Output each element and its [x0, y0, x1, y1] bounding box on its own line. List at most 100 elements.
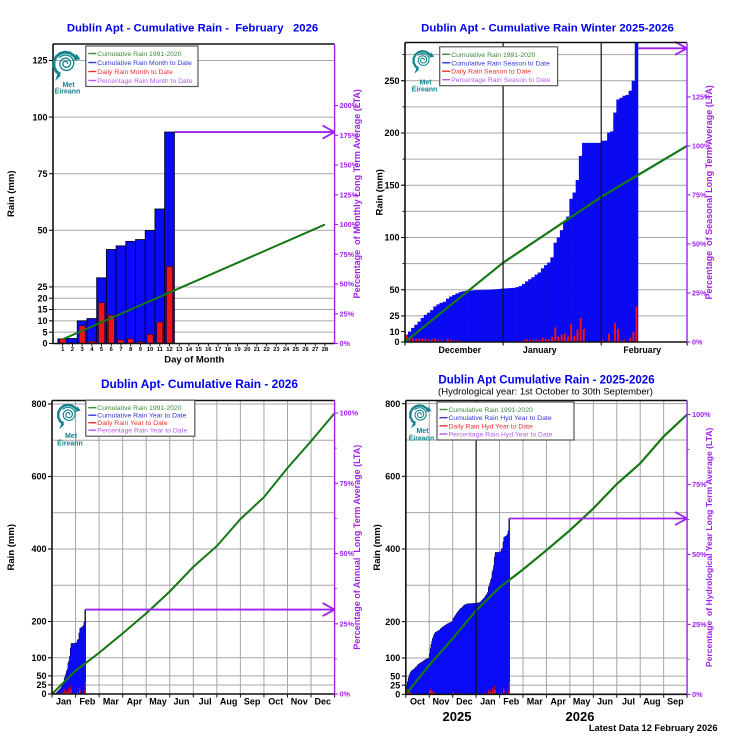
svg-text:Met: Met — [419, 80, 432, 87]
svg-text:125: 125 — [32, 56, 47, 66]
svg-text:Rain (mm): Rain (mm) — [6, 524, 17, 570]
svg-text:Oct: Oct — [410, 697, 425, 707]
svg-text:100: 100 — [31, 653, 46, 663]
svg-text:Dublin Apt Cumulative Rain - 2: Dublin Apt Cumulative Rain - 2025-2026 — [438, 375, 654, 387]
svg-text:25: 25 — [390, 680, 400, 690]
svg-text:125%: 125% — [340, 190, 359, 199]
svg-text:0%: 0% — [692, 690, 703, 699]
svg-text:4: 4 — [90, 347, 94, 353]
svg-text:50%: 50% — [692, 550, 707, 559]
svg-text:Percentage of Hydrological Ye: Percentage of Hydrological Year Long Ter… — [704, 428, 714, 668]
svg-text:100%: 100% — [692, 142, 711, 151]
svg-text:20: 20 — [244, 347, 250, 353]
svg-text:Sep: Sep — [667, 697, 684, 707]
svg-text:17: 17 — [215, 347, 221, 353]
svg-text:100: 100 — [385, 653, 400, 663]
svg-text:Met: Met — [65, 433, 78, 440]
svg-text:2025: 2025 — [443, 709, 472, 724]
svg-text:Latest Data 12 February 2026: Latest Data 12 February 2026 — [589, 723, 718, 733]
svg-text:0: 0 — [41, 689, 46, 699]
svg-text:Feb: Feb — [503, 697, 520, 707]
svg-text:200: 200 — [384, 128, 399, 138]
svg-text:Mar: Mar — [103, 697, 120, 707]
svg-text:Dec: Dec — [315, 697, 332, 707]
svg-text:100%: 100% — [340, 409, 359, 418]
svg-text:Dublin Apt- Cumulative Rain -: Dublin Apt- Cumulative Rain - 2026 — [101, 377, 298, 391]
svg-text:27: 27 — [312, 347, 318, 353]
svg-text:2: 2 — [71, 347, 74, 353]
svg-text:Jun: Jun — [597, 697, 613, 707]
svg-text:600: 600 — [31, 472, 46, 482]
svg-text:150%: 150% — [340, 161, 359, 170]
svg-text:75%: 75% — [340, 250, 355, 259]
svg-text:25: 25 — [293, 347, 300, 353]
svg-text:0: 0 — [395, 690, 400, 700]
svg-text:100%: 100% — [692, 410, 711, 419]
svg-text:50%: 50% — [340, 549, 355, 558]
svg-text:125%: 125% — [692, 93, 711, 102]
svg-text:150: 150 — [384, 180, 399, 190]
svg-text:25%: 25% — [340, 309, 355, 318]
svg-text:Sep: Sep — [244, 697, 261, 707]
svg-text:10: 10 — [37, 316, 47, 326]
svg-text:Dublin Apt - Cumulative Rain -: Dublin Apt - Cumulative Rain - February … — [67, 23, 318, 35]
svg-text:1: 1 — [61, 347, 65, 353]
svg-text:50: 50 — [390, 671, 400, 681]
svg-text:6: 6 — [110, 347, 114, 353]
svg-text:Dec: Dec — [456, 697, 473, 707]
svg-text:10: 10 — [389, 327, 399, 337]
svg-text:9: 9 — [139, 347, 143, 353]
svg-text:19: 19 — [234, 347, 241, 353]
svg-text:Percentage Rain Hyd Year to Da: Percentage Rain Hyd Year to Date — [449, 432, 553, 439]
svg-text:Mar: Mar — [527, 697, 544, 707]
svg-text:5: 5 — [100, 347, 104, 353]
svg-text:Apr: Apr — [550, 697, 566, 707]
svg-text:Percentage of Monthly Long Te: Percentage of Monthly Long Term Average … — [352, 89, 362, 298]
svg-text:25: 25 — [37, 282, 47, 292]
svg-text:75: 75 — [37, 169, 47, 179]
svg-text:Percentage of Annual Long Ter: Percentage of Annual Long Term Average (… — [352, 445, 362, 650]
svg-text:Percentage Rain Season to Date: Percentage Rain Season to Date — [451, 77, 551, 84]
svg-text:Cumulative Rain Month to Date: Cumulative Rain Month to Date — [97, 60, 192, 67]
svg-text:Jan: Jan — [56, 697, 72, 707]
svg-text:15: 15 — [195, 347, 202, 353]
svg-text:250: 250 — [384, 76, 399, 86]
svg-text:15: 15 — [37, 305, 47, 315]
svg-text:Éireann: Éireann — [55, 86, 81, 95]
svg-text:50: 50 — [36, 671, 46, 681]
svg-text:20: 20 — [37, 293, 47, 303]
svg-text:Daily Rain Month to Date: Daily Rain Month to Date — [97, 69, 173, 76]
svg-text:May: May — [573, 697, 591, 707]
svg-text:Met: Met — [416, 428, 429, 435]
svg-text:24: 24 — [283, 347, 290, 353]
svg-text:0%: 0% — [692, 338, 703, 347]
svg-text:3: 3 — [81, 347, 85, 353]
svg-text:Percentage Rain Month to Date: Percentage Rain Month to Date — [97, 78, 192, 85]
svg-text:50: 50 — [37, 226, 47, 236]
svg-text:0%: 0% — [340, 690, 351, 699]
svg-text:Feb: Feb — [79, 697, 96, 707]
svg-text:January: January — [523, 345, 557, 355]
svg-text:22: 22 — [263, 347, 269, 353]
svg-text:28: 28 — [322, 347, 329, 353]
svg-text:0: 0 — [394, 337, 399, 347]
svg-text:0: 0 — [42, 339, 47, 349]
svg-text:100%: 100% — [340, 220, 359, 229]
svg-text:Percentage of Seasonal Long T: Percentage of Seasonal Long Term Average… — [704, 85, 714, 299]
svg-text:100: 100 — [32, 112, 47, 122]
svg-text:Éireann: Éireann — [57, 439, 83, 448]
svg-text:7: 7 — [119, 347, 122, 353]
svg-text:14: 14 — [186, 347, 193, 353]
svg-text:100: 100 — [384, 233, 399, 243]
svg-text:Nov: Nov — [432, 697, 449, 707]
svg-text:400: 400 — [31, 544, 46, 554]
svg-text:12: 12 — [166, 347, 172, 353]
svg-text:Cumulative Rain Year to Date: Cumulative Rain Year to Date — [97, 413, 186, 420]
svg-text:25%: 25% — [692, 620, 707, 629]
svg-text:50%: 50% — [340, 280, 355, 289]
svg-text:25: 25 — [36, 680, 46, 690]
svg-text:2026: 2026 — [566, 709, 595, 724]
svg-text:75%: 75% — [340, 479, 355, 488]
svg-text:0%: 0% — [340, 339, 351, 348]
svg-text:16: 16 — [205, 347, 212, 353]
